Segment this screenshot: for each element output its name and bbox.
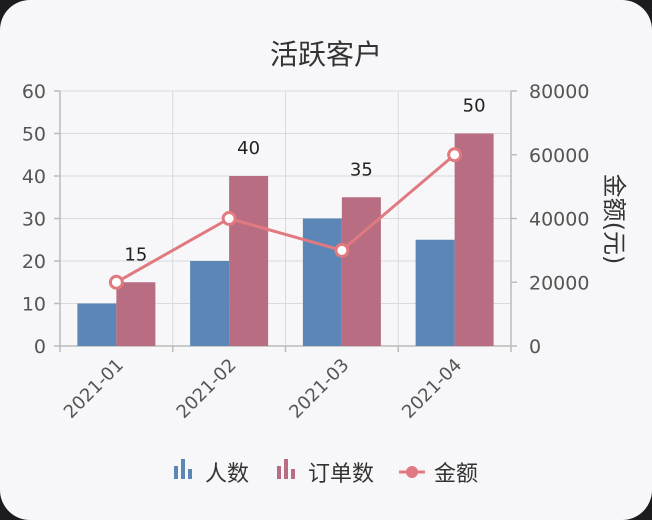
- y-right-tick-label: 0: [529, 336, 541, 358]
- x-axis-ticks: 2021-01 2021-02 2021-03 2021-04: [60, 355, 466, 423]
- legend-label: 订单数: [308, 462, 374, 487]
- bars: [77, 133, 494, 346]
- x-tick-label: 2021-01: [60, 355, 128, 423]
- y-right-tick-label: 20000: [529, 272, 589, 294]
- icon-dot: [406, 466, 418, 478]
- bar-人数-2021-04: [415, 239, 455, 346]
- legend-label: 人数: [205, 462, 249, 487]
- legend[interactable]: 人数 订单数 金额: [174, 459, 478, 487]
- y-right-ticks: 0 20000 40000 60000 80000: [529, 81, 589, 358]
- line-point: [108, 274, 124, 290]
- y-right-axis-label: 金额(元): [600, 174, 628, 265]
- bar-labels: 15 40 35 50: [124, 96, 485, 266]
- line-point: [447, 147, 463, 163]
- x-tick-label: 2021-03: [285, 355, 353, 423]
- y-left-tick-label: 60: [22, 81, 46, 103]
- icon-bar: [284, 459, 288, 479]
- icon-bar: [174, 466, 178, 479]
- bar-data-label: 40: [237, 138, 260, 159]
- y-left-tick-label: 20: [22, 251, 46, 273]
- bar-订单数-2021-01: [116, 282, 156, 346]
- line-point: [221, 211, 237, 226]
- y-right-tick-label: 80000: [529, 81, 589, 103]
- bar-订单数-2021-03: [341, 197, 381, 346]
- line-series: [108, 147, 463, 290]
- line-point: [334, 242, 350, 258]
- bar-订单数-2021-02: [229, 176, 269, 346]
- x-tick-label: 2021-02: [173, 355, 241, 423]
- y-left-tick-label: 0: [34, 336, 46, 358]
- bar-chart-icon: [277, 459, 295, 479]
- chart-title: 活跃客户: [270, 38, 382, 71]
- y-left-tick-label: 30: [22, 209, 46, 231]
- x-tick-label: 2021-04: [398, 355, 466, 423]
- bar-订单数-2021-04: [454, 133, 494, 346]
- legend-item-人数[interactable]: 人数: [174, 459, 249, 487]
- icon-bar: [188, 469, 192, 479]
- bar-人数-2021-02: [190, 261, 230, 346]
- icon-bar: [277, 466, 281, 479]
- bar-人数-2021-01: [77, 303, 117, 346]
- icon-bar: [181, 459, 185, 479]
- y-left-tick-label: 40: [22, 166, 46, 188]
- y-right-tick-label: 40000: [529, 209, 589, 231]
- legend-label: 金额: [434, 462, 478, 487]
- bar-data-label: 50: [463, 96, 486, 117]
- legend-item-订单数[interactable]: 订单数: [277, 459, 374, 487]
- y-left-tick-label: 50: [22, 124, 46, 146]
- y-left-tick-label: 10: [22, 294, 46, 316]
- bar-chart-icon: [174, 459, 192, 479]
- line-marker-icon: [399, 466, 425, 478]
- y-left-ticks: 0 10 20 30 40 50 60: [22, 81, 46, 358]
- bar-人数-2021-03: [302, 218, 342, 346]
- line-金额: [115, 153, 456, 284]
- bar-data-label: 15: [124, 244, 147, 265]
- legend-item-金额[interactable]: 金额: [399, 462, 478, 487]
- bar-data-label: 35: [350, 159, 373, 180]
- icon-bar: [291, 469, 295, 479]
- y-right-tick-label: 60000: [529, 145, 589, 167]
